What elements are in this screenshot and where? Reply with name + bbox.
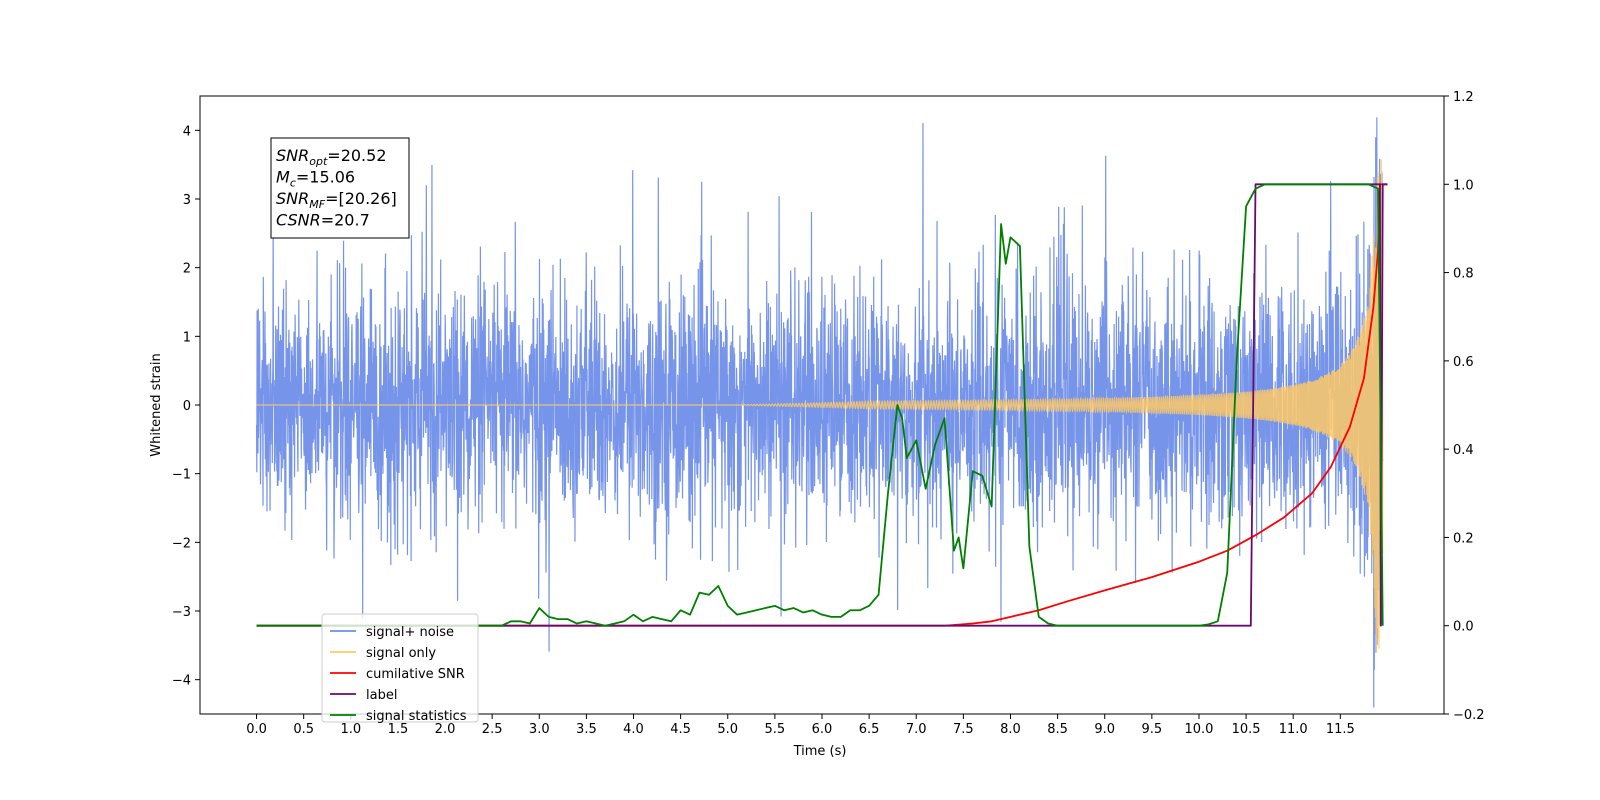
legend: signal+ noise signal only cumilative SNR la…: [321, 613, 479, 724]
y-tick-label-left: −3: [172, 605, 191, 620]
x-tick-label: 10.5: [1232, 722, 1261, 737]
y-tick-label-right: 1.0: [1453, 178, 1474, 193]
x-tick-label: 8.5: [1047, 722, 1068, 737]
y-tick-label-left: 3: [183, 193, 191, 208]
x-tick-label: 1.5: [388, 722, 409, 737]
series-signal-only: [256, 159, 1384, 653]
y-tick-label-right: 0.6: [1453, 355, 1474, 370]
x-tick-label: 9.0: [1094, 722, 1115, 737]
x-tick-label: 2.5: [482, 722, 503, 737]
x-tick-label: 2.0: [435, 722, 456, 737]
series-signal-statistics: [256, 183, 1384, 627]
y-tick-label-right: 0.2: [1453, 531, 1474, 546]
x-tick-label: 6.0: [812, 722, 833, 737]
y-tick-label-right: 1.2: [1453, 90, 1474, 105]
legend-label: label: [366, 688, 397, 703]
series-signal-noise: [255, 117, 1384, 708]
x-axis: 0.0 0.5 1.0 1.5 2.0 2.5 3.0 3.5 4.0 4.5 5.0 5.5 6.0 6…: [246, 714, 1355, 737]
x-tick-label: 3.0: [529, 722, 550, 737]
x-tick-label: 8.0: [1000, 722, 1021, 737]
annotation-box: [270, 137, 410, 239]
x-tick-label: 9.5: [1142, 722, 1163, 737]
annotation-line: SNRopt=20.52: [276, 146, 387, 168]
y-tick-label-left: 2: [183, 262, 191, 277]
annotation-line: CSNR=20.7: [276, 211, 370, 230]
y-tick-label-right: 0.4: [1453, 443, 1474, 458]
x-tick-label: 0.0: [246, 722, 267, 737]
y-axis-left: −4 −3 −2 −1 0 1 2 3 4: [172, 124, 200, 689]
x-tick-label: 6.5: [859, 722, 880, 737]
annotation-line: Mc=15.06: [276, 168, 355, 190]
y-tick-label-left: −2: [172, 536, 191, 551]
y-tick-label-right: 0.8: [1453, 267, 1474, 282]
y-tick-label-right: −0.2: [1453, 708, 1485, 723]
x-tick-label: 1.0: [340, 722, 361, 737]
legend-label: cumilative SNR: [366, 667, 465, 682]
series-label: [256, 183, 1388, 627]
y-tick-label-left: 4: [183, 124, 191, 139]
series-cumilative-snr: [256, 183, 1388, 627]
x-axis-label: Time (s): [793, 744, 847, 759]
x-tick-label: 5.5: [765, 722, 786, 737]
y-tick-label-left: 0: [183, 399, 191, 414]
legend-label: signal only: [366, 646, 436, 661]
y-tick-label-left: −4: [172, 674, 191, 689]
plot-area: [255, 117, 1388, 708]
y-axis-label-left: Whitened strain: [149, 353, 164, 456]
annotation-line: SNRMF=[20.26]: [276, 189, 397, 211]
legend-label: signal statistics: [366, 709, 467, 724]
x-tick-label: 0.5: [293, 722, 314, 737]
legend-label: signal+ noise: [366, 625, 454, 640]
x-tick-label: 11.5: [1326, 722, 1355, 737]
y-tick-label-left: −1: [172, 468, 191, 483]
x-tick-label: 5.0: [717, 722, 738, 737]
y-tick-label-right: 0.0: [1453, 620, 1474, 635]
x-tick-label: 11.0: [1279, 722, 1308, 737]
x-tick-label: 3.5: [576, 722, 597, 737]
x-tick-label: 4.5: [670, 722, 691, 737]
y-axis-right: −0.2 0.0 0.2 0.4 0.6 0.8 1.0 1.2: [1444, 90, 1485, 723]
legend-box: [321, 613, 479, 723]
stats-annotation: SNRopt=20.52Mc=15.06SNRMF=[20.26]CSNR=20…: [270, 137, 410, 239]
x-tick-label: 7.5: [953, 722, 974, 737]
x-tick-label: 10.0: [1184, 722, 1213, 737]
x-tick-label: 7.0: [906, 722, 927, 737]
x-tick-label: 4.0: [623, 722, 644, 737]
y-tick-label-left: 1: [183, 330, 191, 345]
